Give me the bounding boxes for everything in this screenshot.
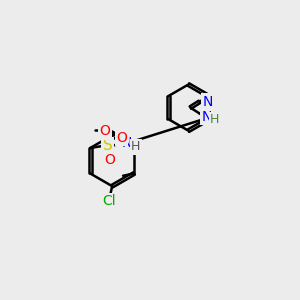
Text: N: N [201, 110, 212, 124]
Text: Cl: Cl [102, 194, 116, 208]
Text: H: H [210, 113, 219, 126]
Text: S: S [103, 138, 112, 153]
Text: O: O [104, 153, 115, 167]
Text: O: O [116, 130, 127, 145]
Text: N: N [203, 95, 213, 109]
Text: O: O [100, 124, 111, 138]
Text: H: H [131, 140, 140, 153]
Text: N: N [121, 136, 132, 150]
